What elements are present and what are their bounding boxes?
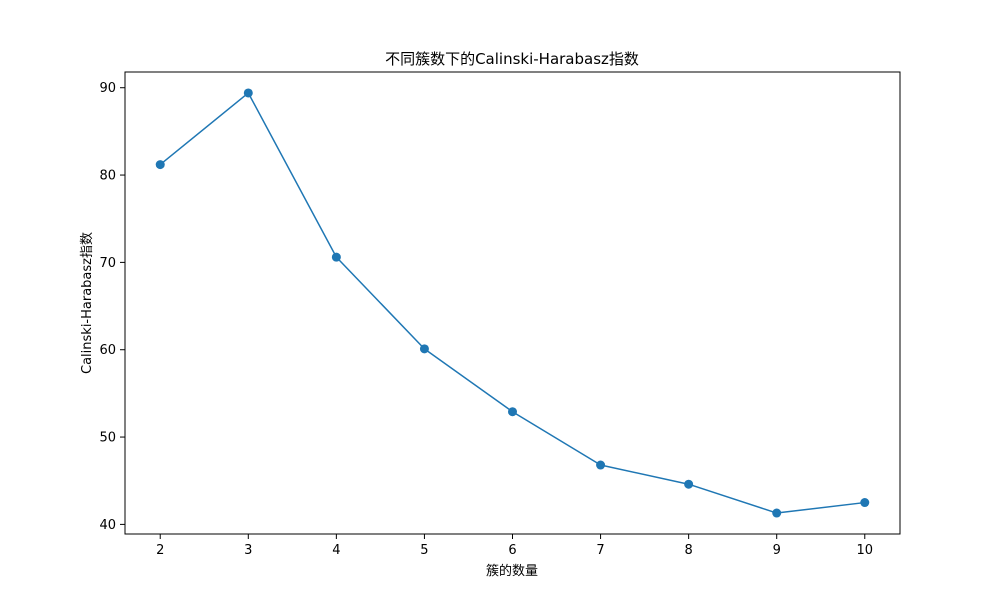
data-point [243, 88, 253, 98]
x-tick-label: 10 [856, 543, 873, 558]
x-tick-label: 6 [508, 543, 516, 558]
y-tick-label: 40 [99, 518, 116, 533]
data-point [596, 460, 606, 470]
x-tick-label: 5 [420, 543, 428, 558]
y-tick-label: 90 [99, 81, 116, 96]
data-point [508, 407, 517, 417]
x-axis-label: 簇的数量 [486, 563, 538, 579]
x-tick-label: 4 [332, 543, 340, 558]
data-point [772, 508, 782, 518]
x-tick-label: 2 [156, 543, 164, 558]
x-tick-label: 3 [244, 543, 252, 558]
y-tick-label: 50 [99, 431, 116, 446]
y-tick-label: 80 [99, 169, 116, 184]
y-axis-label: Calinski-Harabasz指数 [80, 232, 95, 374]
data-point [684, 479, 694, 489]
x-tick-label: 7 [596, 543, 604, 558]
data-point [419, 344, 429, 354]
x-axis-ticks: 2 3 4 5 6 7 8 9 10 [156, 534, 873, 558]
plot-area [124, 71, 901, 535]
chart-title: 不同簇数下的Calinski-Harabasz指数 [385, 50, 639, 68]
plot-frame [124, 71, 901, 535]
x-tick-label: 9 [773, 543, 781, 558]
y-tick-label: 70 [99, 256, 116, 271]
data-point [155, 160, 165, 170]
marker-layer [155, 88, 870, 518]
x-tick-label: 8 [684, 543, 692, 558]
y-axis-ticks: 40 50 60 70 80 90 [99, 81, 125, 533]
data-point [331, 252, 341, 262]
y-tick-label: 60 [99, 343, 116, 358]
data-point [860, 498, 870, 508]
